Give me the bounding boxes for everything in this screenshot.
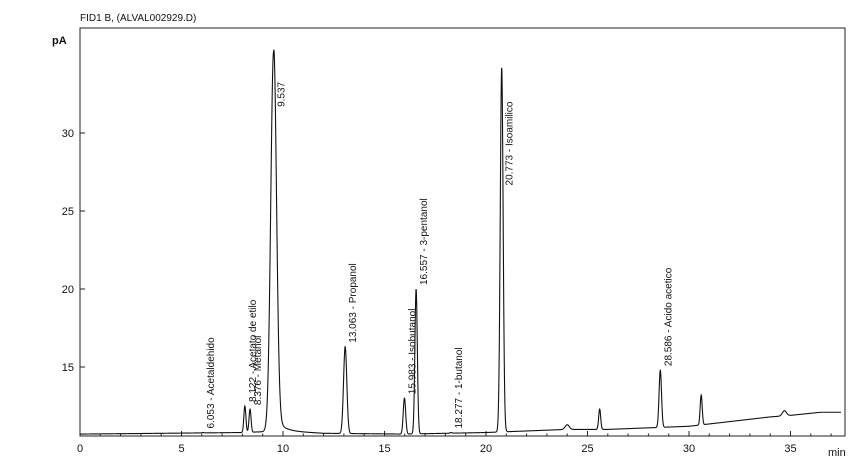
peak-label: 15.983 - Isobutanol — [407, 309, 418, 395]
peak-label: 9.537 — [277, 81, 288, 106]
y-tick-label: 15 — [62, 362, 74, 374]
chromatogram-trace — [80, 49, 842, 435]
x-tick-label: 0 — [77, 443, 83, 455]
peak-label: 6.053 - Acetaldehido — [206, 337, 217, 429]
peak-label: 8.122 - Acetato de etilo — [248, 299, 259, 402]
peak-label: 20.773 - Isoamilico — [505, 101, 516, 185]
trace-group — [80, 49, 842, 435]
x-tick-label: 15 — [378, 443, 390, 455]
x-tick-label: 10 — [277, 443, 289, 455]
x-tick-label: 5 — [178, 443, 184, 455]
peak-label: 8.376 - Metanol — [253, 336, 264, 406]
peak-label: 13.063 - Propanol — [348, 263, 359, 343]
y-axis-label: pA — [52, 35, 67, 47]
peak-labels: 6.053 - Acetaldehido 8.122 - Acetato de e… — [206, 81, 674, 428]
peak-label: 18.277 - 1-butanol — [454, 347, 465, 428]
x-tick-label: 35 — [784, 443, 796, 455]
peak-label: 16.557 - 3-pentanol — [419, 198, 430, 285]
plot-frame — [79, 27, 846, 437]
x-tick-label: 20 — [480, 443, 492, 455]
x-tick-label: 25 — [581, 443, 593, 455]
x-axis-label: min — [828, 447, 846, 458]
y-axis: 15 20 25 30 — [62, 128, 85, 374]
chart-header: FID1 B, (ALVAL002929.D) — [80, 13, 196, 24]
x-axis: 0 5 10 15 20 25 30 35 — [77, 431, 832, 455]
x-tick-label: 30 — [683, 443, 695, 455]
y-tick-label: 30 — [62, 128, 74, 140]
peak-label: 28.586 - Acido acetico — [663, 267, 674, 366]
y-tick-label: 25 — [62, 206, 74, 218]
y-tick-label: 20 — [62, 284, 74, 296]
